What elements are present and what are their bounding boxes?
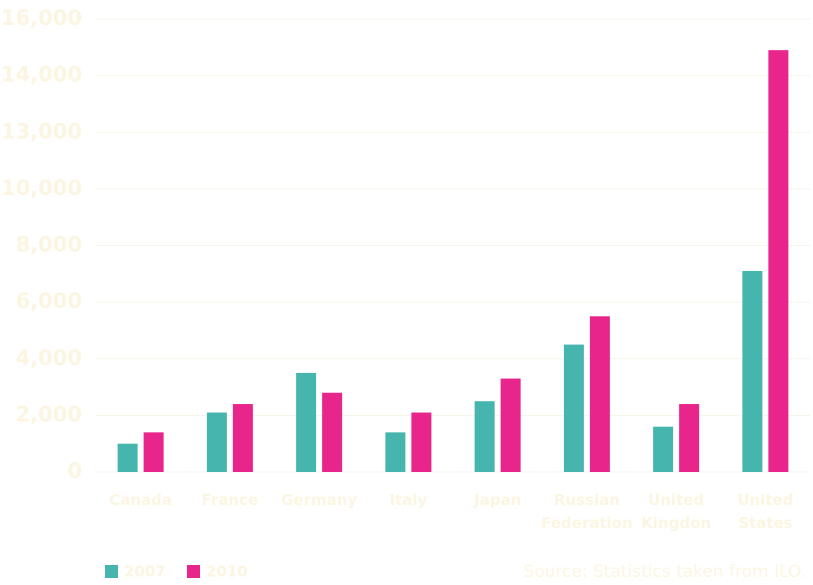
bar (679, 404, 700, 472)
bar (589, 316, 610, 472)
bar (143, 432, 164, 472)
x-tick-label: Canada (109, 491, 172, 509)
bar (411, 412, 432, 472)
bar (474, 401, 495, 472)
x-tick-label: Russian Federation (541, 491, 633, 532)
y-tick-label: 2,000 (16, 402, 82, 426)
bar (653, 426, 674, 472)
y-tick-label: 13,000 (1, 119, 82, 143)
y-tick-label: 14,000 (1, 63, 82, 87)
bar (768, 50, 789, 473)
legend-label: 2007 (124, 563, 166, 581)
y-tick-label: 4,000 (16, 346, 82, 370)
legend-swatch (187, 565, 200, 578)
x-tick-label: France (202, 491, 259, 509)
bar (500, 378, 521, 472)
y-tick-label: 10,000 (1, 176, 82, 200)
bar (322, 392, 343, 472)
bar (742, 270, 763, 472)
y-tick-label: 6,000 (16, 289, 82, 313)
source-note: Source: Statistics taken from ILO. (523, 562, 806, 582)
bar (117, 443, 138, 472)
x-tick-label: Italy (389, 491, 427, 509)
y-tick-label: 8,000 (16, 233, 82, 257)
bar (206, 412, 227, 472)
x-tick-label: United Kingdon (641, 491, 711, 532)
x-tick-label: United States (737, 491, 793, 532)
legend-label: 2010 (206, 563, 248, 581)
bar (385, 432, 406, 472)
legend-swatch (105, 565, 118, 578)
x-tick-label: Japan (473, 491, 521, 509)
bar (232, 404, 253, 472)
y-tick-label: 0 (67, 459, 82, 483)
x-tick-label: Germany (281, 491, 357, 509)
y-tick-label: 16,000 (1, 6, 82, 30)
bar (296, 372, 317, 472)
bar (563, 344, 584, 472)
